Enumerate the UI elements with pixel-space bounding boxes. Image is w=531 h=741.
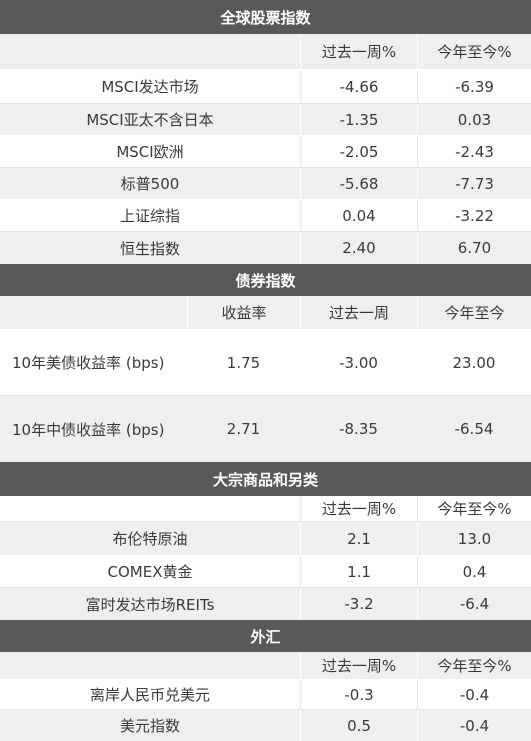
ytd-change: -6.4 <box>417 588 531 620</box>
table-row: MSCI发达市场 -4.66 -6.39 <box>0 70 531 104</box>
table-row: 布伦特原油 2.1 13.0 <box>0 522 531 556</box>
weekly-change: -2.05 <box>300 136 417 167</box>
row-label: MSCI发达市场 <box>101 78 199 96</box>
column-header: 今年至今% <box>417 652 531 679</box>
ytd-change: 6.70 <box>417 232 531 264</box>
row-label: 布伦特原油 <box>112 530 188 548</box>
ytd-change: -6.39 <box>417 70 531 103</box>
section-header-bonds: 债券指数 <box>0 264 531 296</box>
yield: 1.75 <box>226 353 261 372</box>
weekly-change: 2.40 <box>300 232 417 264</box>
row-label: 恒生指数 <box>119 239 180 258</box>
row-label: 10年中债收益率 (bps) <box>12 420 165 439</box>
weekly-change: 0.5 <box>300 710 417 741</box>
column-header: 过去一周% <box>300 34 417 69</box>
row-label: 上证综指 <box>119 207 180 225</box>
weekly-change: 0.04 <box>300 200 417 231</box>
column-header: 今年至今% <box>417 34 531 69</box>
row-label: 标普500 <box>120 175 180 193</box>
row-label: COMEX黄金 <box>107 563 193 581</box>
weekly-change: -4.66 <box>300 70 417 103</box>
ytd-change: 23.00 <box>452 353 496 372</box>
row-label: MSCI亚太不含日本 <box>86 111 214 129</box>
ytd-change: -2.43 <box>417 136 531 167</box>
section-header-commodities: 大宗商品和另类 <box>0 462 531 496</box>
yield: 2.71 <box>226 420 261 438</box>
column-header: 过去一周% <box>300 652 417 679</box>
weekly-change: -1.35 <box>300 104 417 135</box>
table-row: COMEX黄金 1.1 0.4 <box>0 556 531 588</box>
weekly-change: -0.3 <box>300 680 417 709</box>
row-label: 富时发达市场REITs <box>85 595 215 614</box>
ytd-change: -7.73 <box>417 168 531 199</box>
weekly-change: -3.2 <box>300 588 417 620</box>
section-header-equity: 全球股票指数 <box>0 0 531 34</box>
table-row: 上证综指 0.04 -3.22 <box>0 200 531 232</box>
section-title: 债券指数 <box>235 271 296 290</box>
table-row: 富时发达市场REITs -3.2 -6.4 <box>0 588 531 620</box>
row-label: 离岸人民币兑美元 <box>89 686 210 704</box>
column-header-row: 过去一周% 今年至今% <box>0 652 531 680</box>
section-header-fx: 外汇 <box>0 620 531 652</box>
weekly-change: -5.68 <box>300 168 417 199</box>
ytd-change: -0.4 <box>417 680 531 709</box>
row-label: 10年美债收益率 (bps) <box>12 354 165 372</box>
ytd-change: -6.54 <box>454 420 494 438</box>
section-title: 大宗商品和另类 <box>212 470 318 489</box>
section-title: 外汇 <box>250 627 281 646</box>
table-row: 标普500 -5.68 -7.73 <box>0 168 531 200</box>
ytd-change: 0.4 <box>417 556 531 587</box>
column-header-row: 收益率 过去一周 今年至今 <box>0 296 531 330</box>
column-header: 今年至今% <box>417 496 531 521</box>
ytd-change: 13.0 <box>417 522 531 555</box>
table-row: 10年中债收益率 (bps) 2.71 -8.35 -6.54 <box>0 396 531 462</box>
row-label: MSCI欧洲 <box>116 143 184 161</box>
row-label: 美元指数 <box>119 717 180 735</box>
column-header-row: 过去一周% 今年至今% <box>0 496 531 522</box>
column-header-row: 过去一周% 今年至今% <box>0 34 531 70</box>
ytd-change: 0.03 <box>417 104 531 135</box>
column-header: 收益率 <box>187 296 300 329</box>
weekly-change: 2.1 <box>300 522 417 555</box>
column-header: 今年至今 <box>417 296 531 329</box>
weekly-change: -8.35 <box>339 420 378 438</box>
ytd-change: -0.4 <box>417 710 531 741</box>
section-title: 全球股票指数 <box>220 8 311 27</box>
ytd-change: -3.22 <box>417 200 531 231</box>
table-row: MSCI欧洲 -2.05 -2.43 <box>0 136 531 168</box>
column-header: 过去一周 <box>300 296 417 329</box>
table-row: 恒生指数 2.40 6.70 <box>0 232 531 264</box>
table-row: 美元指数 0.5 -0.4 <box>0 710 531 741</box>
column-header: 过去一周% <box>300 496 417 521</box>
weekly-change: 1.1 <box>300 556 417 587</box>
table-row: MSCI亚太不含日本 -1.35 0.03 <box>0 104 531 136</box>
table-row: 10年美债收益率 (bps) 1.75 -3.00 23.00 <box>0 330 531 396</box>
table-row: 离岸人民币兑美元 -0.3 -0.4 <box>0 680 531 710</box>
weekly-change: -3.00 <box>339 353 378 372</box>
